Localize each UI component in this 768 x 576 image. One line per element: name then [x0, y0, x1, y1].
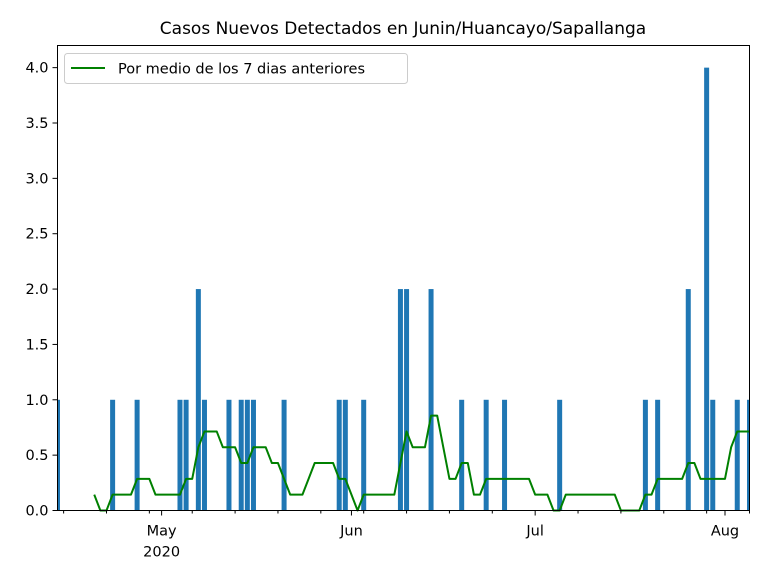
line-layer	[93, 414, 750, 512]
y-tick-label: 4.0	[25, 61, 48, 77]
bars-layer	[57, 67, 750, 511]
y-tick-label: 3.0	[25, 171, 48, 187]
bar	[201, 399, 207, 511]
bar	[336, 399, 342, 511]
bar	[361, 399, 367, 511]
bar	[281, 399, 287, 511]
legend-label: Por medio de los 7 dias anteriores	[118, 62, 365, 78]
axes-layer: 0.0 0.5 1.0 1.5 2.0 2.5 3.0 3.5 4.0 May 2020 Jun Jul…	[25, 61, 750, 561]
x-tick-label: Aug	[711, 524, 739, 540]
x-tick-label: May	[147, 524, 177, 540]
bar	[177, 399, 183, 511]
y-tick-label: 3.5	[25, 116, 48, 132]
bar	[710, 399, 716, 511]
bar	[342, 399, 348, 511]
bar	[226, 399, 232, 511]
x-tick-sublabel: 2020	[143, 545, 180, 561]
bar	[459, 399, 465, 511]
chart-title: Casos Nuevos Detectados en Junin/Huancay…	[160, 19, 646, 39]
bar	[244, 399, 250, 511]
bar	[428, 289, 434, 511]
bar	[483, 399, 489, 511]
bar	[397, 289, 403, 511]
bar	[502, 399, 508, 511]
plot-frame	[57, 45, 750, 511]
bar	[110, 399, 116, 511]
y-tick-label: 0.5	[25, 448, 48, 464]
bar	[642, 399, 648, 511]
y-tick-label: 1.5	[25, 337, 48, 353]
bar	[685, 289, 691, 511]
x-tick-label: Jul	[525, 524, 544, 540]
y-tick-label: 2.0	[25, 282, 48, 298]
legend-box	[64, 53, 408, 84]
bar	[655, 399, 661, 511]
bar	[747, 399, 750, 511]
y-tick-label: 2.5	[25, 227, 48, 243]
y-tick-label: 1.0	[25, 393, 48, 409]
bar	[557, 399, 563, 511]
bar	[238, 399, 244, 511]
bar	[134, 399, 140, 511]
moving-average-line	[93, 414, 750, 512]
legend: Por medio de los 7 dias anteriores	[64, 53, 408, 84]
bar	[183, 399, 189, 511]
bar	[404, 289, 410, 511]
bar	[734, 399, 740, 511]
x-tick-label: Jun	[339, 524, 363, 540]
y-tick-label: 0.0	[25, 504, 48, 520]
bar	[195, 289, 201, 511]
bar	[57, 399, 60, 511]
bar	[250, 399, 256, 511]
bar	[704, 67, 710, 511]
